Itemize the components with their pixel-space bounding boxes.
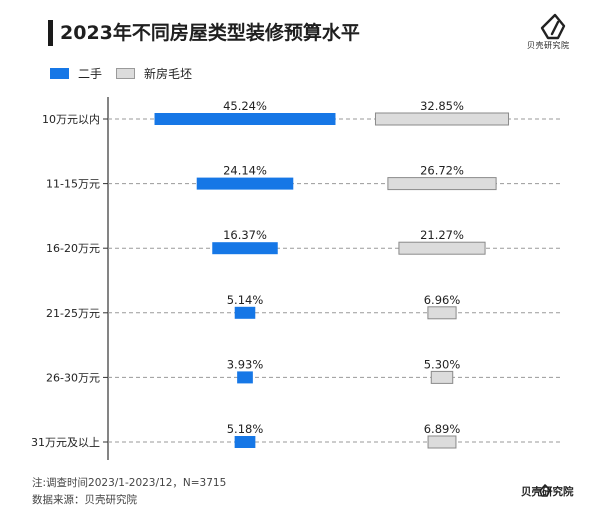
- bar-new-rough: [430, 370, 454, 384]
- legend-swatch-new-rough: [116, 68, 135, 79]
- data-label-secondhand: 5.14%: [227, 293, 264, 307]
- title-accent-bar: [48, 20, 53, 46]
- bar-new-rough: [398, 241, 486, 255]
- footer-brand-text: 贝壳研究院: [521, 486, 574, 498]
- data-label-secondhand: 3.93%: [227, 357, 264, 371]
- data-label-new-rough: 32.85%: [420, 99, 464, 113]
- bar-secondhand: [234, 306, 256, 319]
- data-label-new-rough: 21.27%: [420, 228, 464, 242]
- footer-beike-logo-icon: [539, 484, 551, 497]
- data-label-new-rough: 6.96%: [424, 293, 461, 307]
- bar-secondhand: [212, 242, 278, 255]
- y-tick-label: 11-15万元: [46, 178, 100, 191]
- bar-new-rough: [387, 177, 497, 191]
- data-label-new-rough: 5.30%: [424, 357, 461, 371]
- chart-title: 2023年不同房屋类型装修预算水平: [60, 22, 360, 44]
- legend-label-new-rough: 新房毛坯: [144, 67, 193, 81]
- data-label-secondhand: 5.18%: [227, 422, 264, 436]
- bar-new-rough: [427, 435, 457, 449]
- beike-logo-icon: [540, 13, 566, 40]
- y-tick-label: 16-20万元: [46, 242, 100, 255]
- data-label-new-rough: 6.89%: [424, 422, 461, 436]
- brand-logo-text: 贝壳研究院: [527, 41, 570, 50]
- legend-swatch-secondhand: [50, 68, 69, 79]
- bar-secondhand: [196, 177, 294, 190]
- bar-secondhand: [154, 113, 336, 125]
- survey-note: 注:调查时间2023/1-2023/12，N=3715: [32, 477, 227, 489]
- bar-secondhand: [237, 371, 253, 384]
- y-tick-label: 10万元以内: [42, 112, 100, 126]
- y-tick-label: 31万元及以上: [31, 436, 100, 449]
- data-source: 数据来源：贝壳研究院: [32, 494, 137, 506]
- bar-new-rough: [374, 112, 510, 126]
- legend-label-secondhand: 二手: [78, 67, 103, 81]
- data-label-secondhand: 16.37%: [223, 228, 267, 242]
- data-label-new-rough: 26.72%: [420, 164, 464, 178]
- data-label-secondhand: 24.14%: [223, 164, 267, 178]
- bar-secondhand: [234, 436, 256, 448]
- bar-new-rough: [427, 306, 457, 320]
- data-label-secondhand: 45.24%: [223, 99, 267, 113]
- y-tick-label: 26-30万元: [46, 371, 100, 384]
- y-tick-label: 21-25万元: [46, 307, 100, 320]
